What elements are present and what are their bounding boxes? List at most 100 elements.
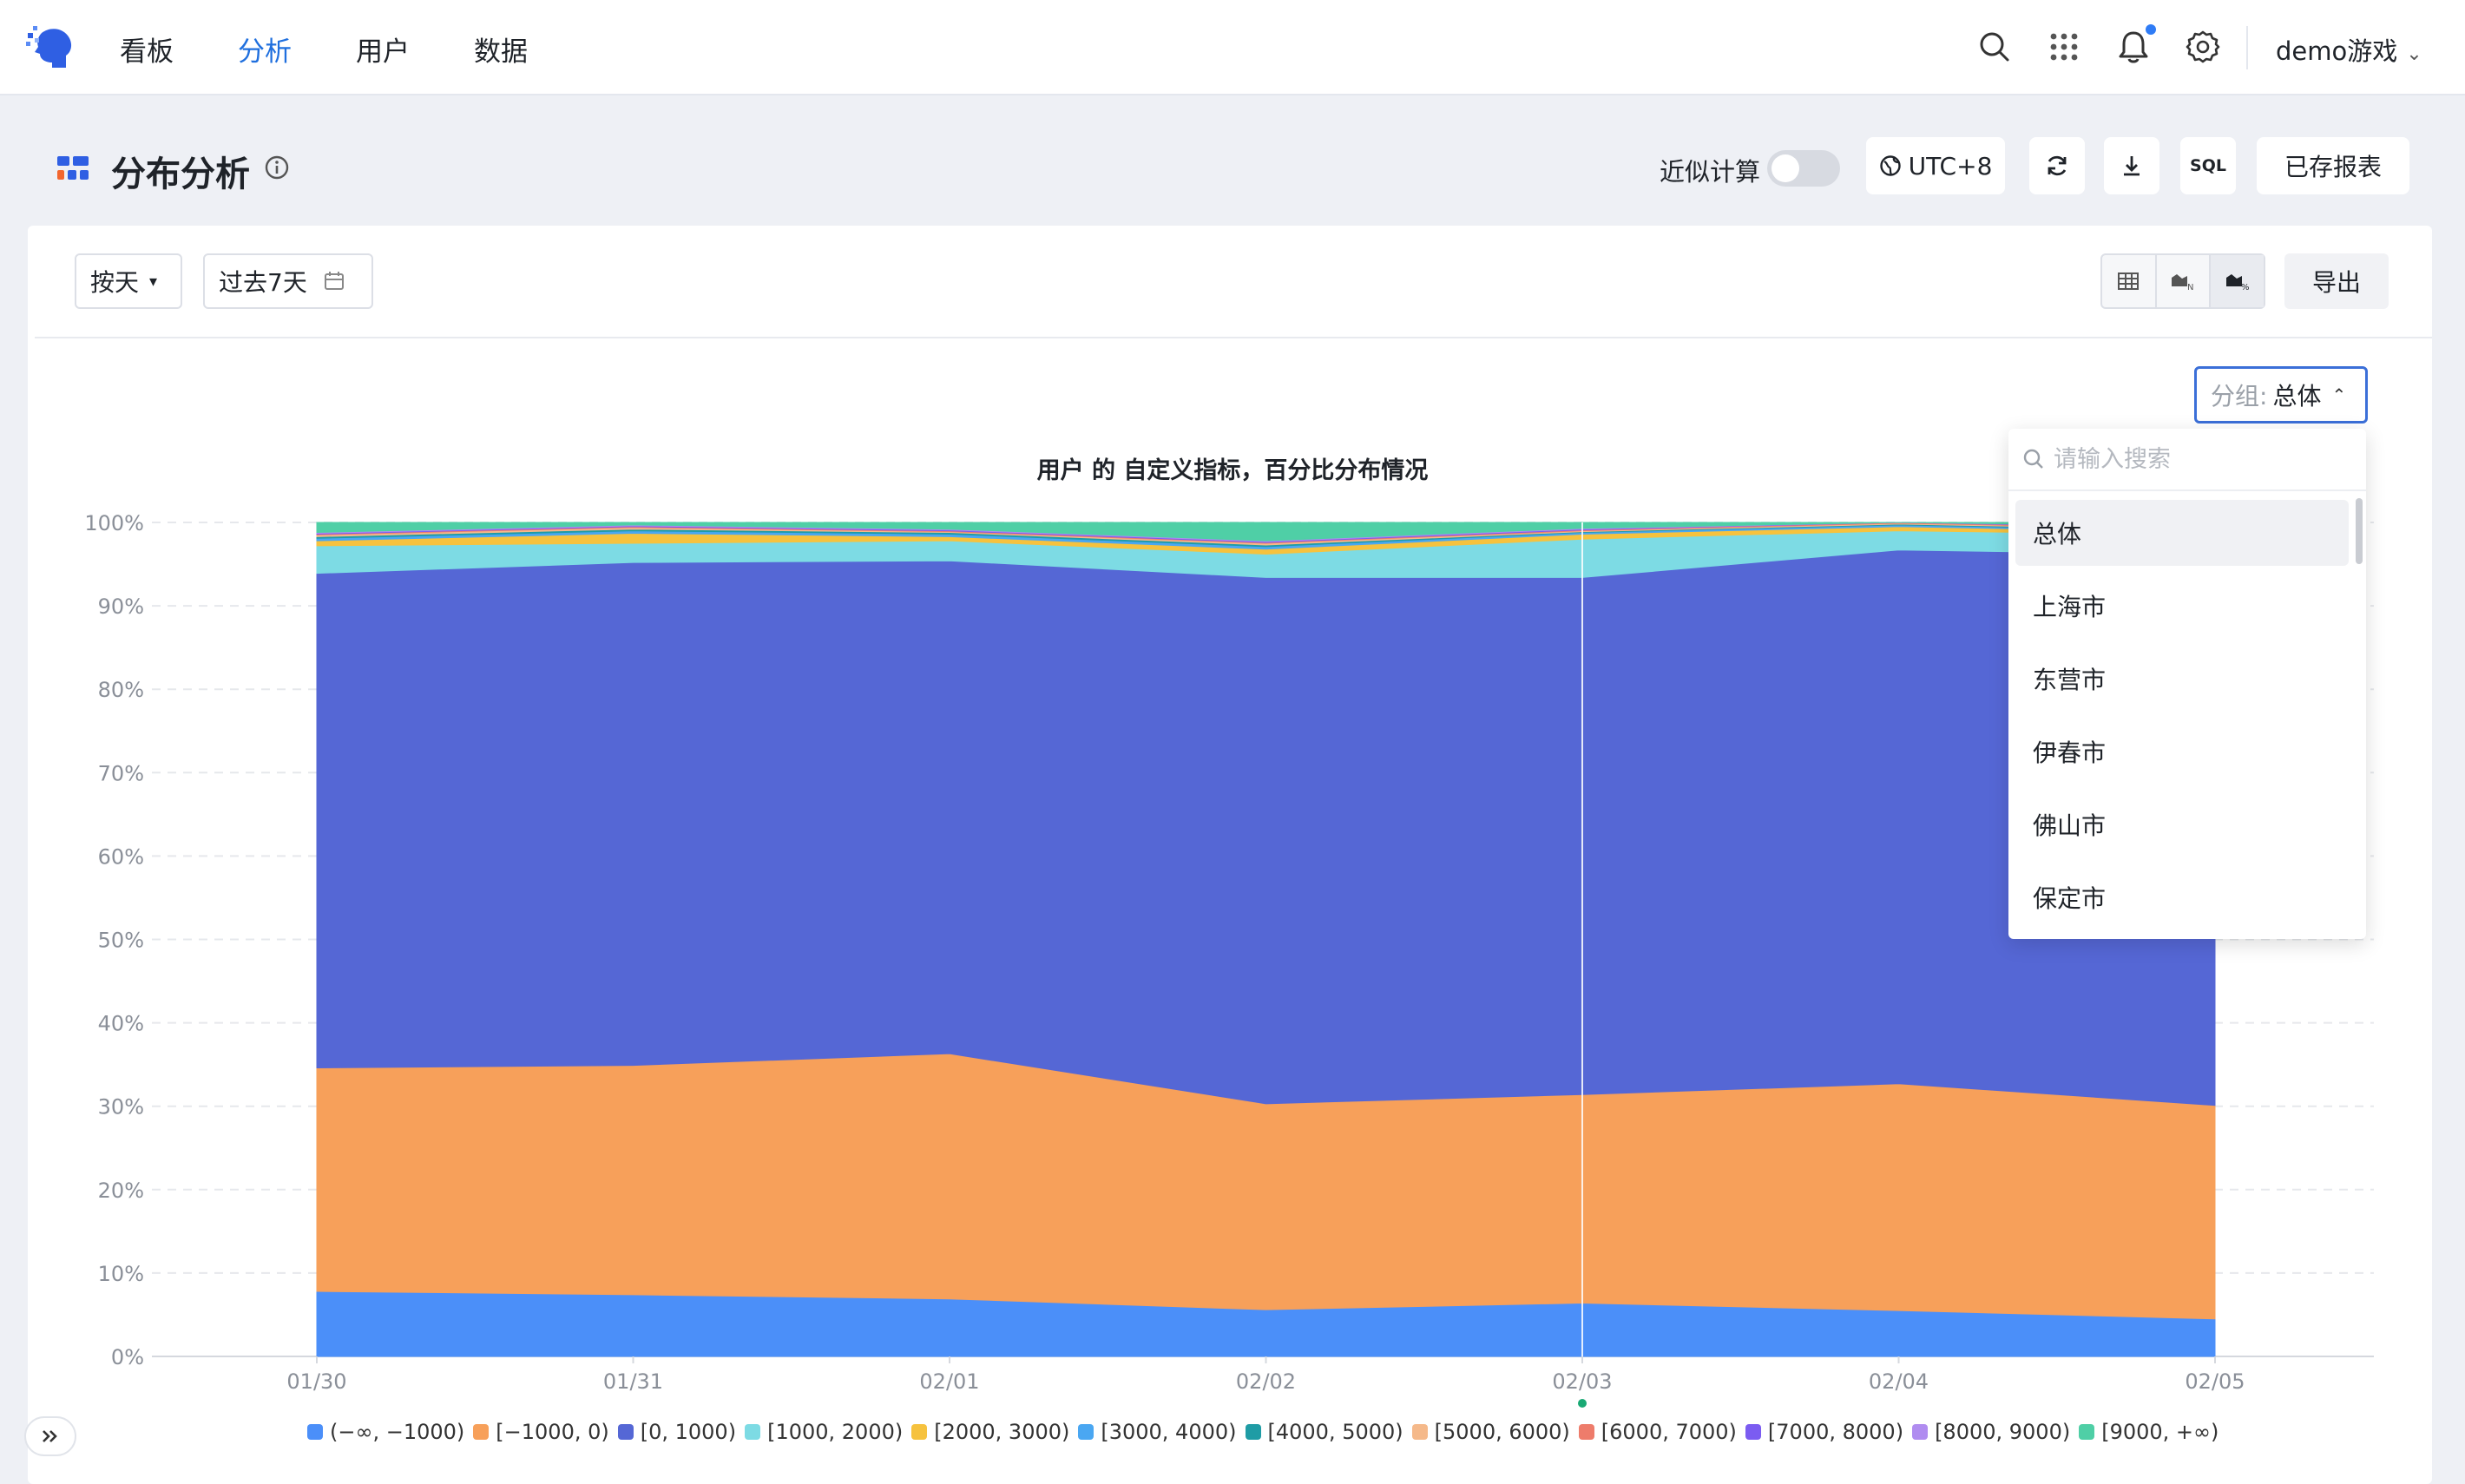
area-series-2	[316, 549, 2216, 1106]
legend-item[interactable]: [5000, 6000)	[1411, 1420, 1570, 1444]
y-tick-label: 90%	[98, 594, 144, 619]
legend-swatch	[1078, 1424, 1094, 1440]
nav-divider	[2246, 26, 2248, 69]
x-tick-label: 02/04	[1869, 1369, 1929, 1394]
notification-dot	[2146, 24, 2156, 35]
table-view-button[interactable]	[2102, 255, 2157, 307]
granularity-select[interactable]: 按天 ▾	[75, 253, 182, 309]
legend-label: [1000, 2000)	[767, 1420, 904, 1444]
legend-label: (−∞, −1000)	[330, 1420, 465, 1444]
chart-percent-view-button[interactable]: %	[2211, 255, 2265, 307]
chart-legend: (−∞, −1000) [−1000, 0) [0, 1000) [1000, 200…	[307, 1420, 2227, 1444]
view-mode-group: N %	[2100, 253, 2265, 309]
distribution-analysis-icon	[57, 156, 89, 180]
y-tick-label: 0%	[111, 1345, 144, 1369]
approx-calc-label: 近似计算	[1660, 157, 1761, 187]
search-icon[interactable]	[1977, 30, 2012, 64]
group-by-select[interactable]: 分组: 总体 ⌃	[2194, 366, 2368, 424]
refresh-icon	[2048, 155, 2067, 176]
chevron-up-icon: ⌃	[2331, 384, 2347, 405]
nav-item-data[interactable]: 数据	[474, 36, 528, 68]
user-menu-label: demo游戏	[2276, 36, 2398, 66]
dropdown-scrollbar[interactable]	[2356, 498, 2363, 564]
apps-grid-icon[interactable]	[2047, 30, 2081, 64]
legend-swatch	[617, 1424, 634, 1440]
legend-item[interactable]: [7000, 8000)	[1745, 1420, 1903, 1444]
nav-item-users[interactable]: 用户	[356, 36, 410, 68]
legend-label: [6000, 7000)	[1601, 1420, 1737, 1444]
legend-label: [7000, 8000)	[1767, 1420, 1904, 1444]
legend-item[interactable]: [1000, 2000)	[745, 1420, 903, 1444]
chart-count-view-button[interactable]: N	[2157, 255, 2212, 307]
hover-indicator-dot	[1578, 1399, 1587, 1408]
user-menu[interactable]: demo游戏 ⌄	[2276, 31, 2422, 68]
dropdown-option[interactable]: 保定市	[2033, 884, 2107, 913]
legend-item[interactable]: [0, 1000)	[617, 1420, 736, 1444]
legend-item[interactable]: [4000, 5000)	[1245, 1420, 1403, 1444]
legend-item[interactable]: [−1000, 0)	[473, 1420, 609, 1444]
y-tick-label: 40%	[98, 1012, 144, 1036]
saved-reports-label: 已存报表	[2284, 153, 2382, 181]
export-label: 导出	[2311, 268, 2361, 297]
legend-item[interactable]: [3000, 4000)	[1078, 1420, 1237, 1444]
expand-sidebar-button[interactable]	[24, 1416, 76, 1456]
approx-calc-toggle[interactable]	[1767, 150, 1840, 187]
nav-item-analysis[interactable]: 分析	[238, 36, 292, 68]
caret-down-icon: ▾	[149, 272, 158, 291]
calendar-icon	[324, 272, 344, 290]
dropdown-option[interactable]: 东营市	[2033, 666, 2107, 694]
saved-reports-button[interactable]: 已存报表	[2257, 137, 2409, 194]
svg-text:%: %	[2241, 283, 2250, 292]
page-title: 分布分析	[111, 154, 250, 194]
y-tick-label: 30%	[98, 1095, 144, 1120]
granularity-label: 按天	[90, 268, 140, 297]
legend-label: [3000, 4000)	[1101, 1420, 1237, 1444]
sql-button[interactable]: SQL	[2180, 137, 2236, 194]
group-by-label: 分组:	[2211, 382, 2268, 410]
settings-gear-icon[interactable]	[2186, 30, 2220, 64]
chart-percent-icon: %	[2225, 274, 2250, 292]
legend-item[interactable]: [6000, 7000)	[1578, 1420, 1737, 1444]
brain-logo-icon[interactable]	[24, 21, 75, 73]
legend-item[interactable]: [8000, 9000)	[1912, 1420, 2070, 1444]
search-icon	[2023, 449, 2043, 469]
legend-swatch	[745, 1424, 761, 1440]
globe-icon	[1879, 155, 1901, 176]
legend-item[interactable]: [2000, 3000)	[911, 1420, 1069, 1444]
nav-item-dashboard[interactable]: 看板	[120, 36, 174, 68]
date-range-label: 过去7天	[219, 268, 307, 297]
x-tick-label: 02/01	[919, 1369, 979, 1394]
legend-swatch	[473, 1424, 490, 1440]
dropdown-option[interactable]: 上海市	[2033, 593, 2107, 621]
legend-item[interactable]: (−∞, −1000)	[307, 1420, 464, 1444]
table-icon	[2118, 273, 2140, 290]
refresh-button[interactable]	[2029, 137, 2085, 194]
dropdown-option-overall[interactable]: 总体	[2015, 500, 2349, 566]
download-button[interactable]	[2104, 137, 2159, 194]
legend-label: [4000, 5000)	[1267, 1420, 1403, 1444]
dropdown-search-input[interactable]	[2054, 445, 2349, 473]
info-icon[interactable]	[264, 154, 290, 181]
double-chevron-right-icon	[43, 1430, 57, 1442]
dropdown-search-box	[2008, 429, 2366, 491]
legend-swatch	[1912, 1424, 1929, 1440]
sql-label: SQL	[2190, 156, 2226, 175]
chart-count-icon: N	[2172, 274, 2193, 292]
export-button[interactable]: 导出	[2284, 253, 2389, 309]
timezone-button[interactable]: UTC+8	[1866, 137, 2005, 194]
dropdown-option[interactable]: 佛山市	[2033, 811, 2107, 840]
date-range-picker[interactable]: 过去7天	[203, 253, 373, 309]
legend-swatch	[307, 1424, 323, 1440]
legend-label: [−1000, 0)	[496, 1420, 609, 1444]
toggle-knob	[1772, 154, 1799, 182]
x-tick-label: 02/03	[1552, 1369, 1612, 1394]
timezone-label: UTC+8	[1908, 151, 1993, 181]
y-tick-label: 10%	[98, 1262, 144, 1286]
chart-title: 用户 的 自定义指标，百分比分布情况	[1036, 457, 1429, 484]
dropdown-option[interactable]: 伊春市	[2033, 739, 2107, 767]
bell-icon[interactable]	[2116, 30, 2151, 64]
legend-item[interactable]: [9000, +∞)	[2079, 1420, 2218, 1444]
toolbar-divider	[35, 337, 2432, 338]
group-by-value: 总体	[2272, 382, 2322, 410]
